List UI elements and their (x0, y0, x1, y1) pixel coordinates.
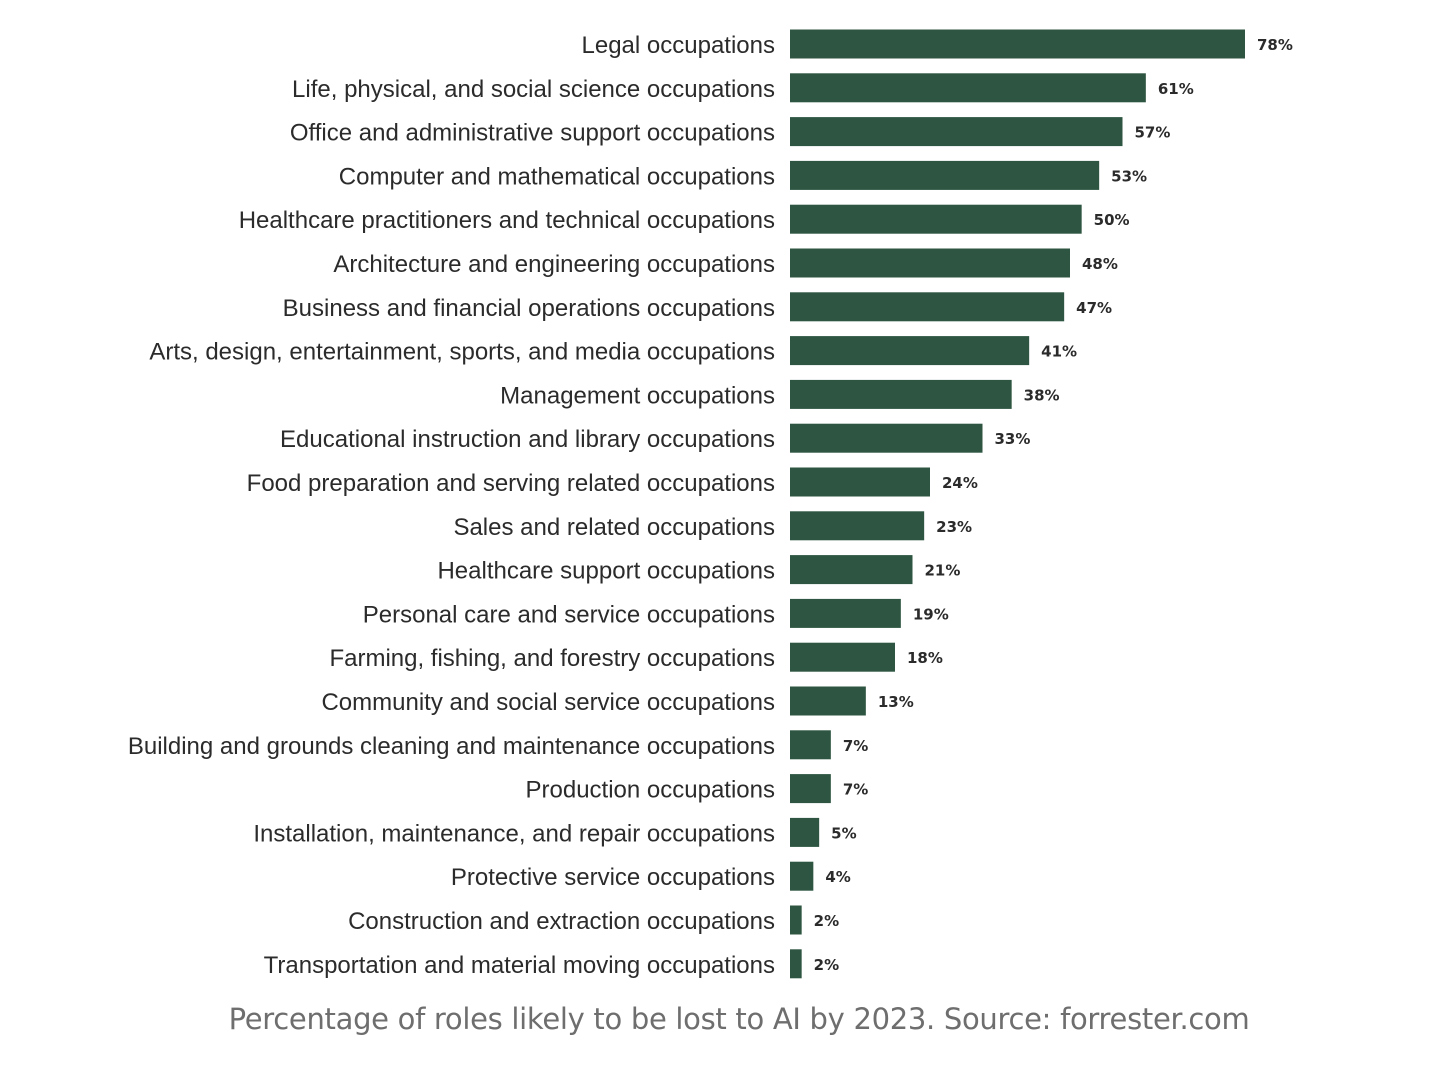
category-label: Educational instruction and library occu… (280, 426, 775, 453)
bar-chart: Legal occupations Life, physical, and soc… (128, 29, 1293, 979)
bar-value-label: 61% (1158, 80, 1194, 98)
bar-value-label: 48% (1082, 255, 1118, 273)
bar (790, 642, 895, 672)
bar-value-label: 2% (814, 956, 839, 974)
bar (790, 905, 802, 935)
bar-value-label: 47% (1076, 299, 1112, 317)
category-labels: Legal occupations Life, physical, and soc… (128, 32, 775, 979)
category-label: Food preparation and serving related occ… (247, 470, 775, 497)
bar-value-label: 50% (1094, 211, 1130, 229)
value-labels: 78% 61% 57% 53% 50% 48% 47% 41% 38% 33% 24% 23% 21% 1… (814, 36, 1293, 974)
category-label: Production occupations (526, 777, 776, 804)
category-label: Legal occupations (582, 32, 775, 59)
category-label: Healthcare support occupations (437, 558, 775, 585)
bar-value-label: 18% (907, 649, 943, 667)
bar (790, 686, 866, 716)
category-label: Farming, fishing, and forestry occupatio… (329, 645, 775, 672)
bar-value-label: 33% (995, 430, 1031, 448)
bar (790, 292, 1065, 322)
bar (790, 204, 1082, 234)
bar-value-label: 41% (1041, 343, 1077, 361)
bar-value-label: 7% (843, 737, 868, 755)
bar (790, 160, 1100, 190)
category-label: Protective service occupations (451, 864, 775, 891)
bar (790, 423, 983, 453)
bar (790, 598, 901, 628)
bar (790, 817, 820, 847)
bar (790, 949, 802, 979)
category-label: Construction and extraction occupations (348, 908, 775, 935)
bar-value-label: 78% (1257, 36, 1293, 54)
category-label: Business and financial operations occupa… (283, 295, 775, 322)
bar-value-label: 23% (936, 518, 972, 536)
bar-value-label: 5% (831, 824, 856, 842)
bar (790, 861, 814, 891)
category-label: Building and grounds cleaning and mainte… (128, 733, 775, 760)
bar (790, 73, 1146, 103)
chart-caption: Percentage of roles likely to be lost to… (228, 1002, 1250, 1036)
bar (790, 379, 1012, 409)
bar (790, 29, 1245, 59)
bar-value-label: 24% (942, 474, 978, 492)
category-label: Personal care and service occupations (363, 601, 775, 628)
bar-value-label: 13% (878, 693, 914, 711)
bar-value-label: 38% (1024, 386, 1060, 404)
category-label: Management occupations (500, 382, 775, 409)
bar (790, 336, 1030, 366)
bar (790, 511, 925, 541)
bar (790, 730, 831, 760)
category-label: Installation, maintenance, and repair oc… (253, 820, 775, 847)
bar (790, 248, 1070, 278)
category-label: Sales and related occupations (453, 514, 775, 541)
category-label: Computer and mathematical occupations (339, 163, 775, 190)
bar-value-label: 53% (1111, 167, 1147, 185)
bar-value-label: 7% (843, 781, 868, 799)
bar-value-label: 2% (814, 912, 839, 930)
bar-value-label: 4% (825, 868, 850, 886)
bar (790, 117, 1123, 147)
bar (790, 555, 913, 585)
category-label: Community and social service occupations (321, 689, 775, 716)
bar-value-label: 19% (913, 605, 949, 623)
bar-value-label: 21% (925, 562, 961, 580)
bar-value-label: 57% (1135, 124, 1171, 142)
category-label: Healthcare practitioners and technical o… (239, 207, 775, 234)
category-label: Arts, design, entertainment, sports, and… (149, 339, 775, 366)
category-label: Transportation and material moving occup… (264, 952, 775, 979)
category-label: Life, physical, and social science occup… (292, 76, 775, 103)
bar (790, 467, 930, 497)
bar (790, 774, 831, 804)
category-label: Office and administrative support occupa… (290, 120, 775, 147)
category-label: Architecture and engineering occupations (333, 251, 775, 278)
bars (790, 29, 1245, 979)
